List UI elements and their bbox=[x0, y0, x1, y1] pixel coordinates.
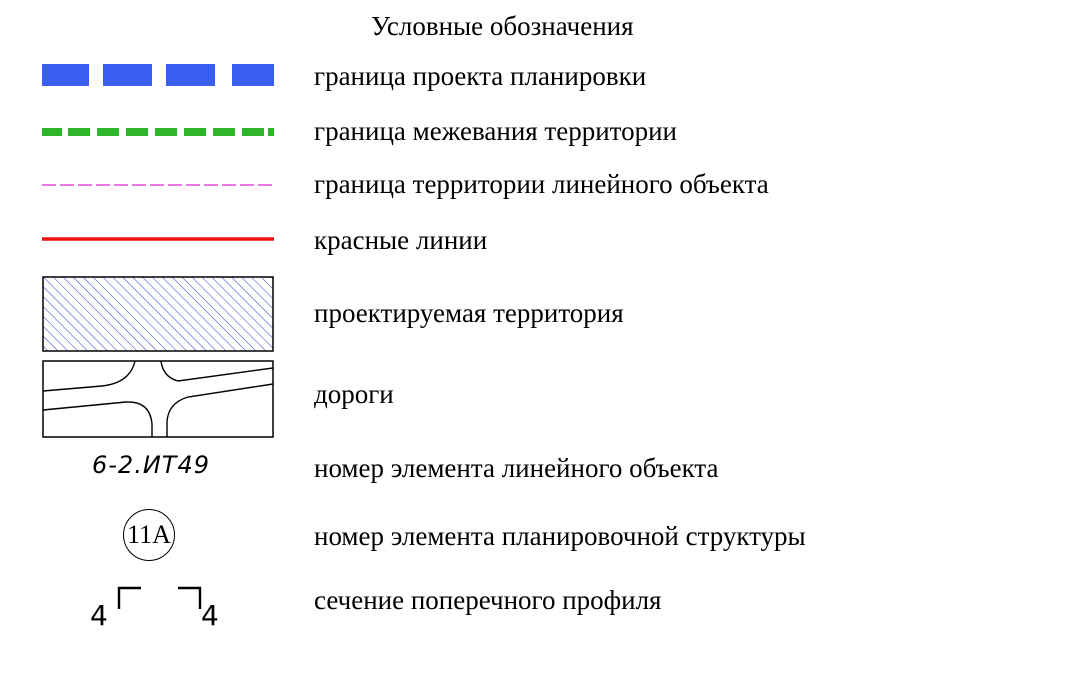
legend-label-linear-object-boundary: граница территории линейного объекта bbox=[314, 169, 769, 199]
legend-label-survey-boundary: граница межевания территории bbox=[314, 116, 678, 146]
linear-element-code-symbol: 6-2.ИТ49 bbox=[92, 451, 210, 479]
hatched-rectangle-symbol bbox=[42, 276, 274, 352]
section-marker-left-number: 4 bbox=[90, 599, 108, 632]
legend-title: Условные обозначения bbox=[371, 11, 634, 41]
red-solid-line-symbol bbox=[42, 237, 274, 241]
magenta-dashed-line-symbol bbox=[42, 184, 274, 186]
road-intersection-symbol bbox=[42, 360, 274, 438]
blue-dashed-line-symbol bbox=[42, 64, 274, 86]
legend-label-roads: дороги bbox=[314, 379, 394, 409]
legend-label-cross-section: сечение поперечного профиля bbox=[314, 585, 662, 615]
planning-element-circle-symbol: 11А bbox=[123, 509, 175, 561]
section-marker-right-number: 4 bbox=[201, 599, 219, 632]
green-dashed-line-symbol bbox=[42, 128, 274, 136]
legend-label-planning-element-number: номер элемента планировочной структуры bbox=[314, 521, 806, 551]
section-marker-left-tick bbox=[117, 586, 141, 609]
section-marker-right-tick bbox=[178, 586, 202, 609]
legend-label-linear-element-number: номер элемента линейного объекта bbox=[314, 453, 719, 483]
legend-label-project-boundary: граница проекта планировки bbox=[314, 61, 647, 91]
legend-label-red-lines: красные линии bbox=[314, 225, 488, 255]
legend-label-designed-territory: проектируемая территория bbox=[314, 298, 624, 328]
